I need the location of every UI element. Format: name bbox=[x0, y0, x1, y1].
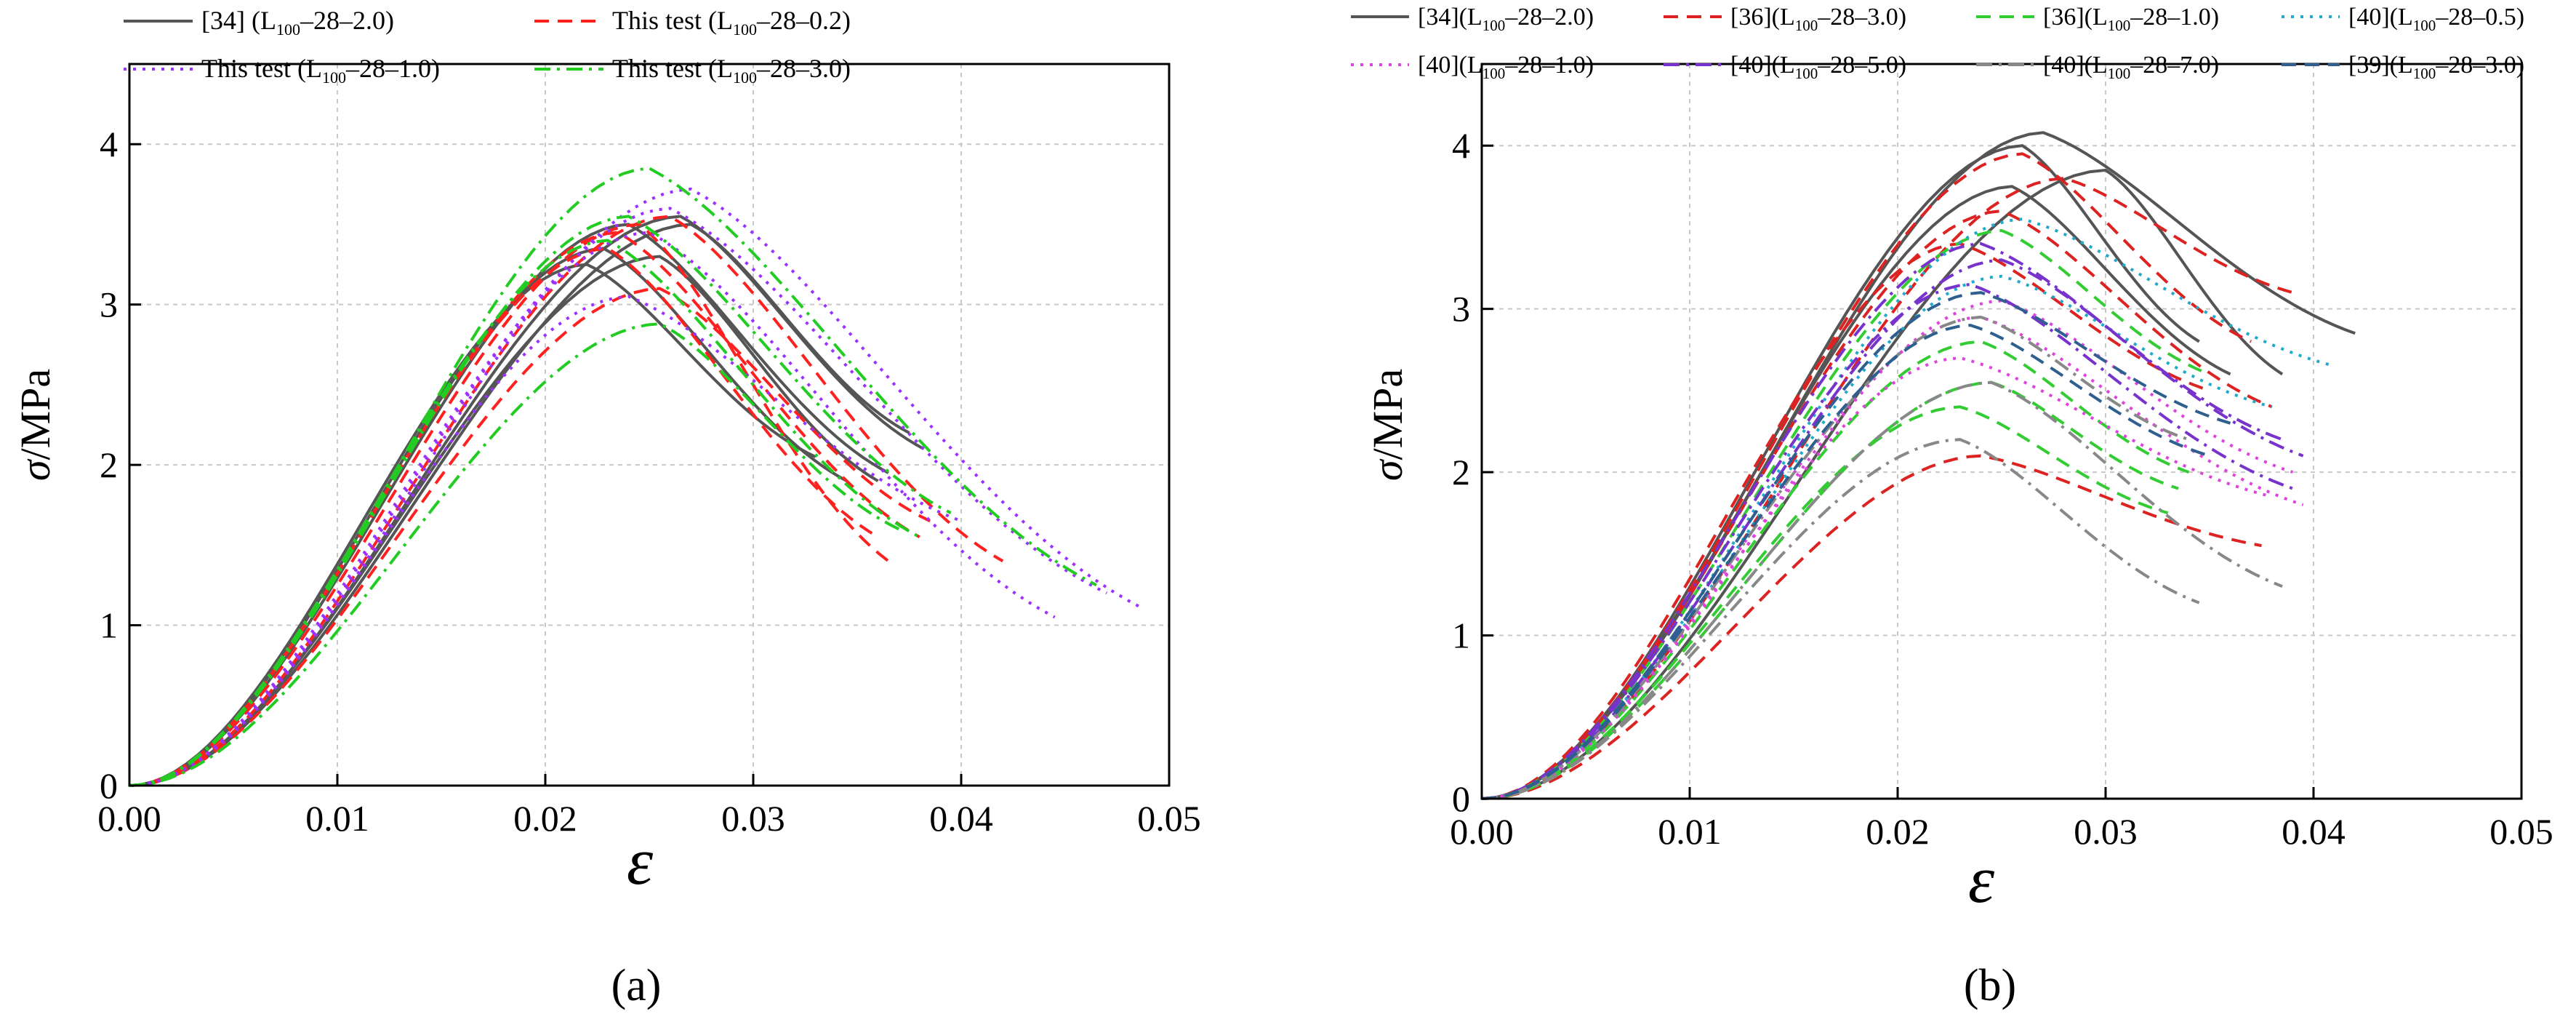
series-line bbox=[1481, 241, 2210, 800]
y-tick-label: 1 bbox=[100, 605, 118, 646]
series-line bbox=[1481, 291, 2231, 800]
series-line bbox=[1481, 324, 2210, 800]
series-line bbox=[129, 187, 1145, 787]
x-tick-label: 0.02 bbox=[1866, 811, 1930, 852]
series-line bbox=[129, 263, 816, 787]
series-line bbox=[129, 231, 1056, 787]
plot-frame bbox=[128, 63, 1171, 787]
legend-label: This test (L100–28–3.0) bbox=[612, 54, 851, 87]
legend: [34] (L100–28–2.0) This test (L100–28–0.2… bbox=[124, 6, 851, 87]
legend-item: [40](L100–28–7.0) bbox=[1976, 52, 2219, 82]
series-line bbox=[129, 215, 952, 787]
axes: 0.00 0.01 0.02 0.03 0.04 0.05 0 1 2 3 4 bbox=[97, 124, 1201, 839]
series-line bbox=[129, 231, 920, 787]
legend-item: [40](L100–28–5.0) bbox=[1664, 52, 1906, 82]
series-line bbox=[129, 247, 879, 787]
legend-label: [34] (L100–28–2.0) bbox=[201, 6, 394, 39]
legend: [34](L100–28–2.0) [36](L100–28–3.0) [36](L… bbox=[1351, 4, 2524, 82]
series-line bbox=[129, 255, 879, 787]
panel-b-chart: 0.00 0.01 0.02 0.03 0.04 0.05 0 1 2 3 4 ε σ/MPa [34](… bbox=[1351, 4, 2553, 917]
x-tick-label: 0.00 bbox=[1450, 811, 1514, 852]
legend-label: [40](L100–28–7.0) bbox=[2043, 52, 2219, 82]
series-line bbox=[129, 287, 931, 787]
legend-item: This test (L100–28–1.0) bbox=[124, 54, 440, 87]
legend-item: [34] (L100–28–2.0) bbox=[124, 6, 394, 39]
series-line bbox=[129, 322, 900, 787]
series-line bbox=[1481, 217, 2335, 800]
series-line bbox=[129, 239, 920, 787]
caption-a: (a) bbox=[611, 961, 662, 1010]
x-tick-label: 0.04 bbox=[929, 798, 993, 839]
y-tick-label: 2 bbox=[1452, 452, 1470, 492]
y-tick-label: 3 bbox=[100, 284, 118, 325]
y-tick-label: 0 bbox=[1452, 778, 1470, 819]
series-1 bbox=[129, 215, 925, 787]
series-line bbox=[1481, 356, 2273, 800]
series-line bbox=[129, 215, 1004, 787]
legend-label: [34](L100–28–2.0) bbox=[1418, 4, 1594, 34]
y-axis-label: σ/MPa bbox=[1364, 369, 1411, 481]
legend-label: [39](L100–28–3.0) bbox=[2348, 52, 2524, 82]
x-tick-label: 0.05 bbox=[2489, 811, 2553, 852]
x-tick-label: 0.05 bbox=[1137, 798, 1201, 839]
series-5 bbox=[1481, 299, 2304, 800]
y-tick-label: 3 bbox=[1452, 289, 1470, 330]
series-8 bbox=[1481, 291, 2231, 800]
series-line bbox=[129, 295, 962, 787]
legend-label: This test (L100–28–1.0) bbox=[201, 54, 440, 87]
series-line bbox=[129, 207, 1108, 787]
grid bbox=[1482, 64, 2521, 799]
legend-label: [36](L100–28–3.0) bbox=[1730, 4, 1906, 34]
legend-item: This test (L100–28–3.0) bbox=[534, 54, 851, 87]
legend-item: [40](L100–28–1.0) bbox=[1351, 52, 1594, 82]
legend-label: This test (L100–28–0.2) bbox=[612, 6, 851, 39]
y-tick-label: 1 bbox=[1452, 615, 1470, 656]
caption-b: (b) bbox=[1964, 961, 2016, 1010]
curves bbox=[129, 167, 1145, 787]
x-tick-label: 0.01 bbox=[305, 798, 369, 839]
x-tick-label: 0.01 bbox=[1658, 811, 1722, 852]
legend-item: [39](L100–28–3.0) bbox=[2282, 52, 2524, 82]
panel-a-chart: 0.00 0.01 0.02 0.03 0.04 0.05 0 1 2 3 4 ε σ/MPa [34] … bbox=[12, 6, 1201, 898]
legend-label: [40](L100–28–5.0) bbox=[1730, 52, 1906, 82]
series-line bbox=[1481, 454, 2262, 800]
y-tick-label: 0 bbox=[100, 765, 118, 806]
x-tick-label: 0.04 bbox=[2282, 811, 2346, 852]
grid bbox=[129, 64, 1169, 786]
legend-item: [34](L100–28–2.0) bbox=[1351, 4, 1594, 34]
x-tick-label: 0.00 bbox=[97, 798, 161, 839]
x-axis-label: ε bbox=[1968, 842, 1995, 917]
y-tick-label: 4 bbox=[1452, 125, 1470, 166]
x-tick-label: 0.03 bbox=[721, 798, 785, 839]
y-axis-label: σ/MPa bbox=[12, 369, 59, 481]
x-tick-label: 0.02 bbox=[513, 798, 577, 839]
x-axis-label: ε bbox=[627, 824, 654, 898]
series-line bbox=[1481, 405, 2169, 800]
y-tick-label: 4 bbox=[100, 124, 118, 164]
series-line bbox=[1481, 438, 2200, 800]
legend-item: This test (L100–28–0.2) bbox=[534, 6, 851, 39]
legend-item: [40](L100–28–0.5) bbox=[2282, 4, 2524, 34]
series-7 bbox=[1481, 315, 2283, 800]
legend-item: [36](L100–28–3.0) bbox=[1664, 4, 1906, 34]
legend-label: [40](L100–28–1.0) bbox=[1418, 52, 1594, 82]
series-3 bbox=[129, 187, 1145, 787]
legend-item: [36](L100–28–1.0) bbox=[1976, 4, 2219, 34]
x-tick-label: 0.03 bbox=[2074, 811, 2138, 852]
legend-label: [36](L100–28–1.0) bbox=[2043, 4, 2219, 34]
y-tick-label: 2 bbox=[100, 444, 118, 485]
series-line bbox=[129, 223, 910, 787]
axes: 0.00 0.01 0.02 0.03 0.04 0.05 0 1 2 3 4 bbox=[1450, 125, 2553, 852]
legend-label: [40](L100–28–0.5) bbox=[2348, 4, 2524, 34]
series-line bbox=[1481, 168, 2284, 800]
series-line bbox=[1481, 152, 2252, 800]
series-4 bbox=[129, 167, 1097, 787]
series-line bbox=[1481, 380, 2283, 800]
series-line bbox=[1481, 315, 2190, 800]
curves bbox=[1481, 131, 2356, 800]
